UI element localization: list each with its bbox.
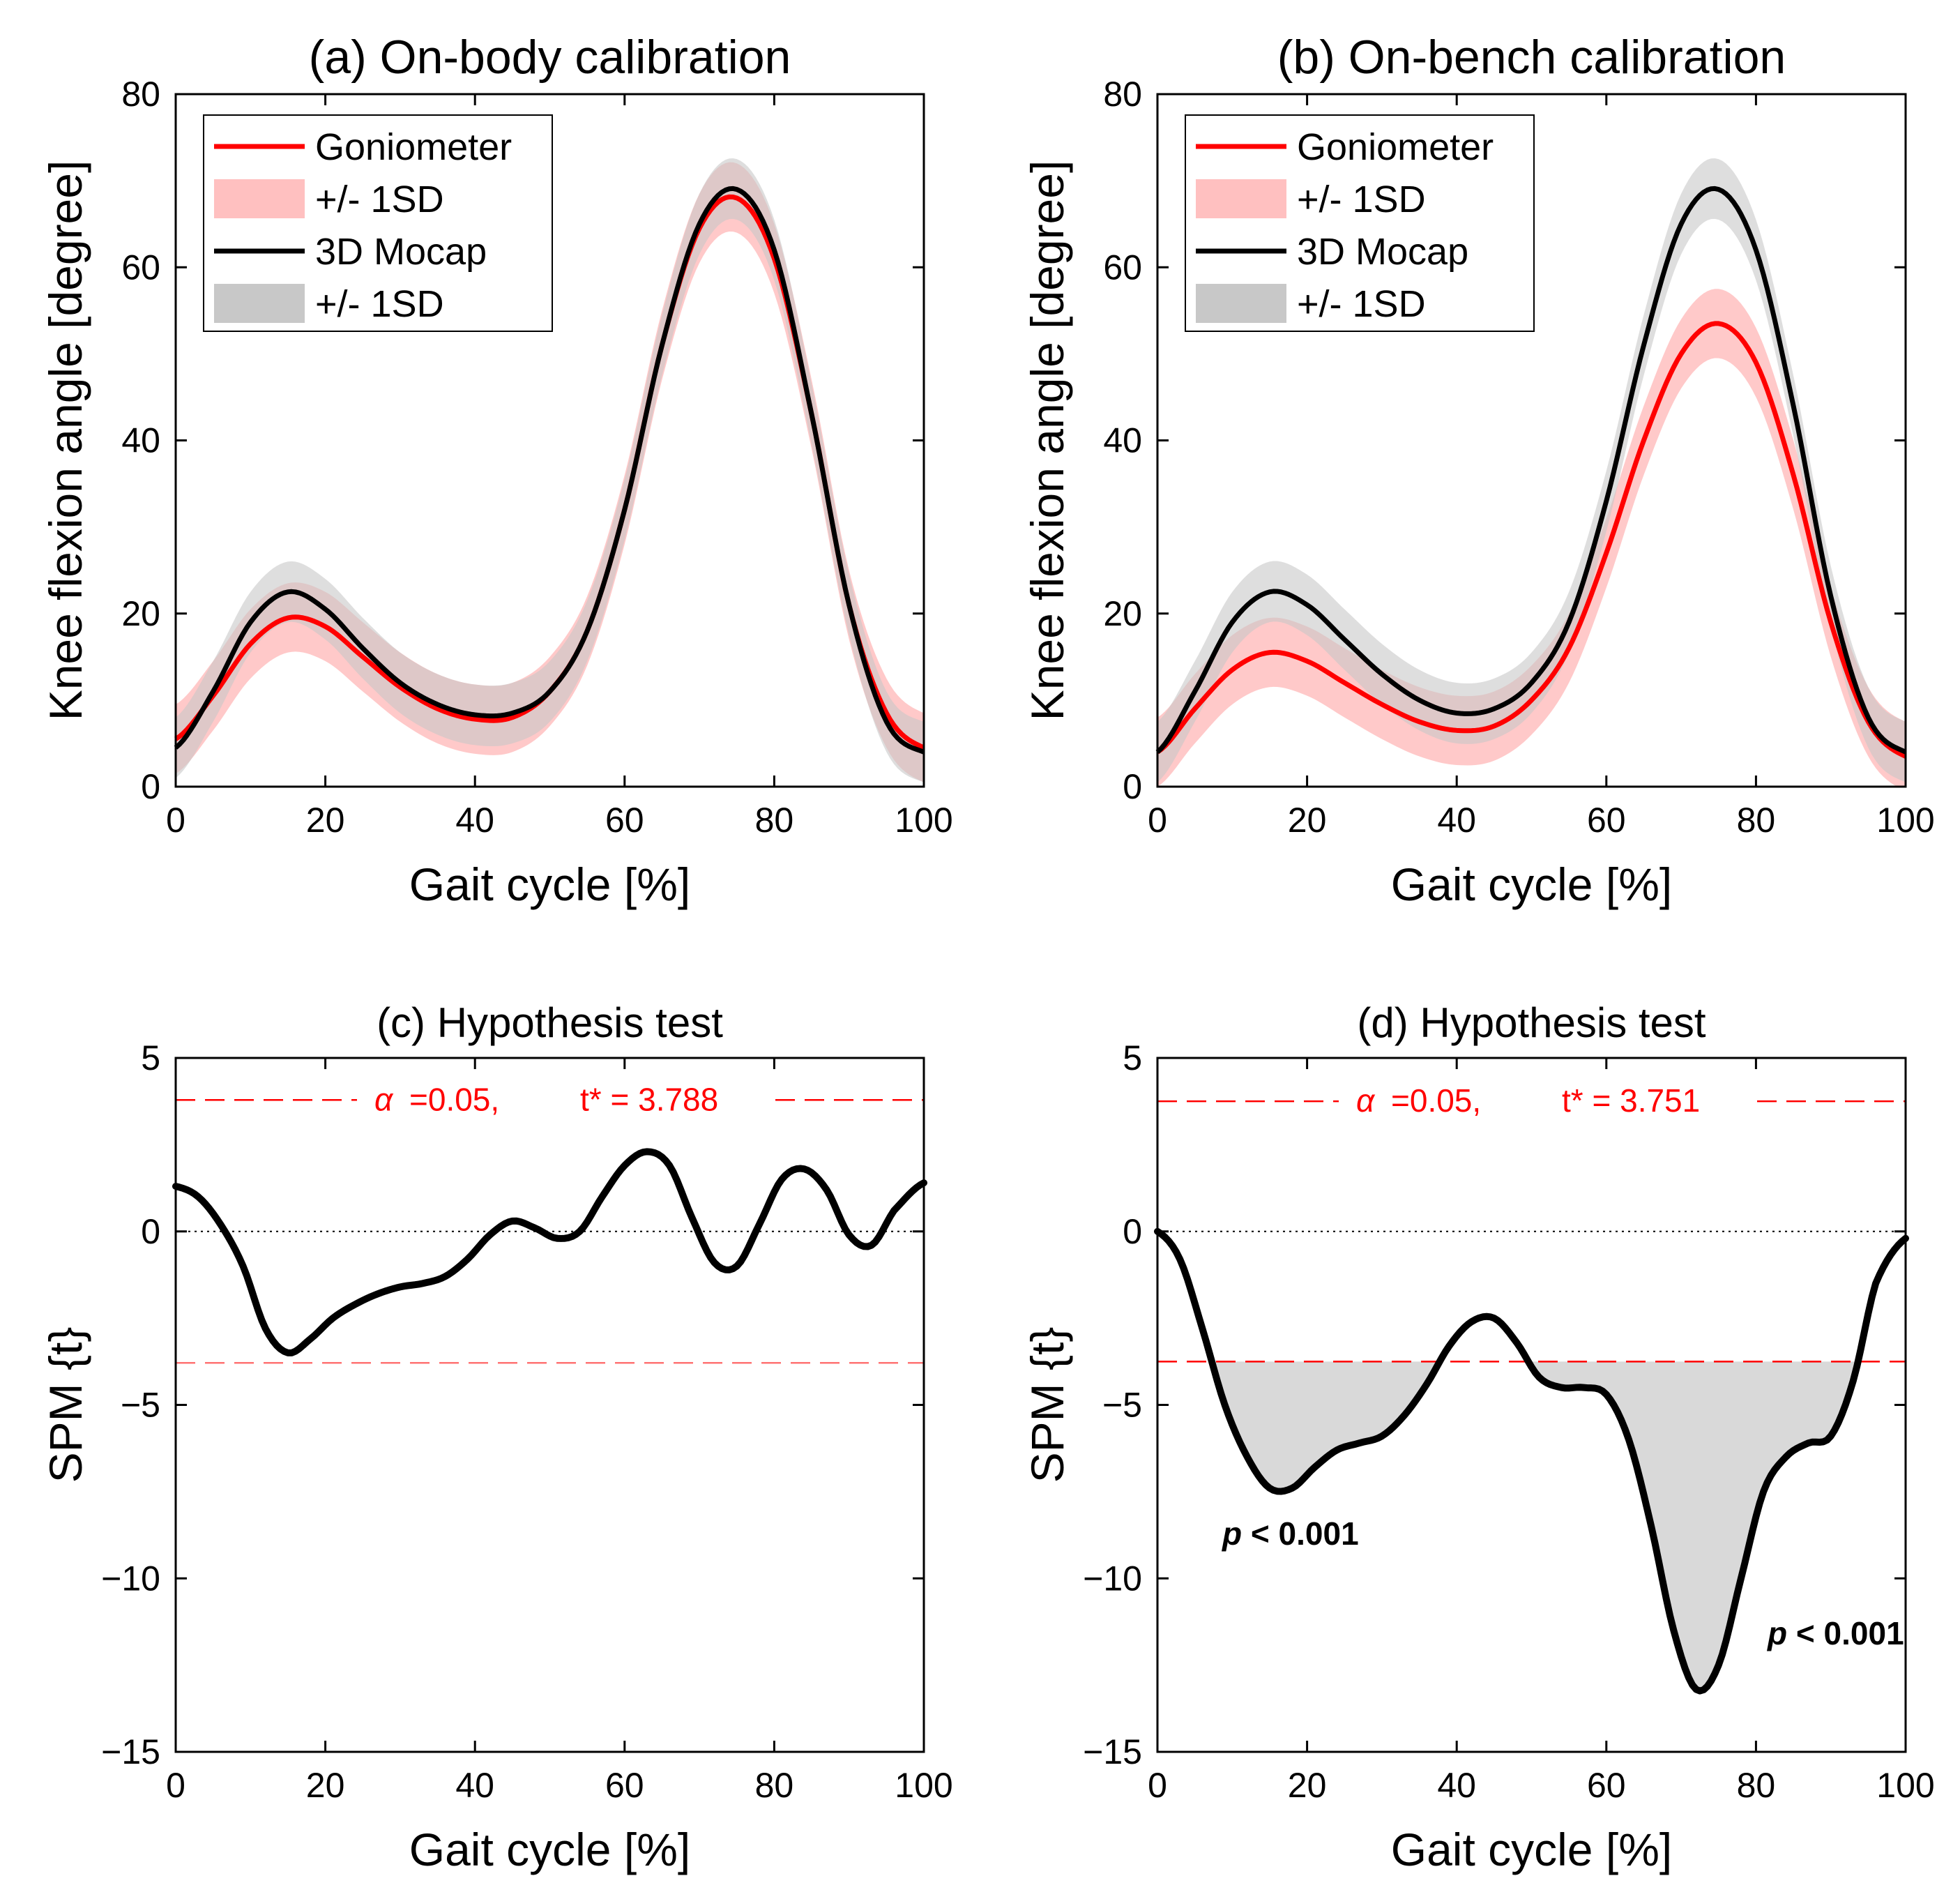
y-tick-label: −10	[1083, 1559, 1142, 1598]
y-tick-label: −15	[101, 1732, 160, 1771]
spm-t-curve	[172, 1148, 927, 1356]
x-tick-label: 0	[166, 1766, 185, 1805]
x-tick-label: 60	[1587, 801, 1626, 840]
legend-patch-swatch	[214, 284, 305, 323]
p-threshold-text: < 0.001	[1242, 1515, 1359, 1552]
panel-title: (b) On-bench calibration	[1277, 31, 1786, 84]
chart-panel-b: 0 20 40 60 80 100 0 20 40 60 80 (b) On-bench calibr…	[1021, 31, 1935, 910]
y-tick-label: −5	[1102, 1386, 1142, 1425]
p-value-label-1: p < 0.001	[1221, 1515, 1359, 1552]
panel-title: (c) Hypothesis test	[377, 999, 723, 1046]
y-tick-label: −5	[121, 1386, 160, 1425]
y-tick-label: 0	[1123, 1212, 1142, 1251]
legend-entry-label: 3D Mocap	[1297, 231, 1468, 273]
y-tick-label: 60	[121, 248, 160, 287]
y-tick-label: 80	[121, 75, 160, 114]
significant-cluster-1	[1212, 1361, 1448, 1492]
alpha-symbol: α	[1356, 1082, 1376, 1119]
legend-entry-label: +/- 1SD	[315, 283, 444, 325]
alpha-value: =0.05,	[1391, 1082, 1481, 1119]
series-line-goniometer	[1156, 321, 1907, 759]
x-tick-label: 20	[1288, 801, 1327, 840]
x-tick-label: 80	[755, 1766, 794, 1805]
y-tick-label: 0	[141, 1212, 160, 1251]
x-axis-title: Gait cycle [%]	[1391, 858, 1672, 910]
p-symbol: p	[1221, 1515, 1242, 1552]
x-tick-label: 40	[1437, 801, 1476, 840]
x-tick-label: 60	[1587, 1766, 1626, 1805]
panel-title: (a) On-body calibration	[309, 31, 791, 84]
x-tick-label: 40	[455, 801, 494, 840]
critical-threshold-label: t* = 3.751	[1562, 1082, 1700, 1119]
x-tick-label: 100	[1876, 1766, 1934, 1805]
chart-panel-c: α =0.05, t* = 3.788 0 20 40 60 80 100 5 0 −5 −10 −15 (…	[40, 999, 953, 1875]
x-tick-label: 20	[306, 1766, 345, 1805]
legend-entry-label: Goniometer	[315, 126, 512, 168]
y-tick-label: 5	[1123, 1038, 1142, 1077]
p-symbol: p	[1766, 1615, 1787, 1651]
y-tick-label: 80	[1103, 75, 1142, 114]
x-tick-label: 100	[1876, 801, 1934, 840]
y-tick-label: 40	[121, 421, 160, 460]
x-tick-label: 40	[1437, 1766, 1476, 1805]
y-tick-label: −15	[1083, 1732, 1142, 1771]
p-threshold-text: < 0.001	[1787, 1615, 1904, 1651]
alpha-value: =0.05,	[409, 1081, 499, 1117]
alpha-symbol: α	[374, 1081, 394, 1117]
y-tick-label: 20	[121, 594, 160, 633]
plot-frame	[174, 1057, 925, 1753]
x-tick-label: 60	[605, 1766, 644, 1805]
legend-patch-swatch	[214, 179, 305, 218]
y-axis-title: SPM {t}	[40, 1327, 91, 1483]
x-axis-title: Gait cycle [%]	[409, 858, 690, 910]
legend-entry-label: +/- 1SD	[1297, 283, 1426, 325]
x-tick-label: 80	[755, 801, 794, 840]
x-tick-label: 40	[455, 1766, 494, 1805]
y-tick-label: −10	[101, 1559, 160, 1598]
y-tick-label: 60	[1103, 248, 1142, 287]
chart-panel-a: 0 20 40 60 80 100 0 20 40 60 80 (a) On-body calibra…	[40, 31, 953, 910]
x-axis-title: Gait cycle [%]	[409, 1824, 690, 1875]
significant-cluster-2	[1522, 1361, 1862, 1691]
x-tick-label: 0	[1148, 1766, 1167, 1805]
sd-band-3d-mocap	[1157, 158, 1906, 782]
legend-patch-swatch	[1196, 179, 1286, 218]
x-tick-label: 80	[1737, 1766, 1776, 1805]
sd-band-3d-mocap	[176, 158, 924, 782]
y-tick-label: 0	[141, 767, 160, 806]
y-axis-title: Knee flexion angle [degree]	[40, 160, 91, 721]
series-line-3d-mocap	[174, 186, 925, 755]
x-tick-label: 20	[306, 801, 345, 840]
x-tick-label: 0	[166, 801, 185, 840]
series-line-3d-mocap	[1155, 186, 1907, 755]
x-tick-label: 80	[1737, 801, 1776, 840]
spm-t-curve	[1154, 1227, 1909, 1695]
critical-threshold-label: t* = 3.788	[580, 1081, 718, 1117]
x-tick-label: 60	[605, 801, 644, 840]
legend-entry-label: 3D Mocap	[315, 231, 487, 273]
y-tick-label: 5	[141, 1038, 160, 1077]
legend: Goniometer +/- 1SD 3D Mocap +/- 1SD	[203, 114, 553, 332]
y-axis-title: SPM {t}	[1021, 1327, 1073, 1483]
legend-entry-label: +/- 1SD	[315, 179, 444, 220]
x-axis-title: Gait cycle [%]	[1391, 1824, 1672, 1875]
legend: Goniometer +/- 1SD 3D Mocap +/- 1SD	[1185, 114, 1535, 332]
x-tick-label: 0	[1148, 801, 1167, 840]
x-tick-label: 100	[895, 1766, 952, 1805]
y-tick-label: 40	[1103, 421, 1142, 460]
legend-entry-label: +/- 1SD	[1297, 179, 1426, 220]
x-tick-label: 100	[895, 801, 952, 840]
y-tick-label: 20	[1103, 594, 1142, 633]
y-tick-label: 0	[1123, 767, 1142, 806]
legend-entry-label: Goniometer	[1297, 126, 1494, 168]
p-value-label-2: p < 0.001	[1766, 1615, 1904, 1651]
y-axis-title: Knee flexion angle [degree]	[1021, 160, 1073, 721]
x-tick-label: 20	[1288, 1766, 1327, 1805]
legend-patch-swatch	[1196, 284, 1286, 323]
panel-title: (d) Hypothesis test	[1357, 999, 1706, 1046]
